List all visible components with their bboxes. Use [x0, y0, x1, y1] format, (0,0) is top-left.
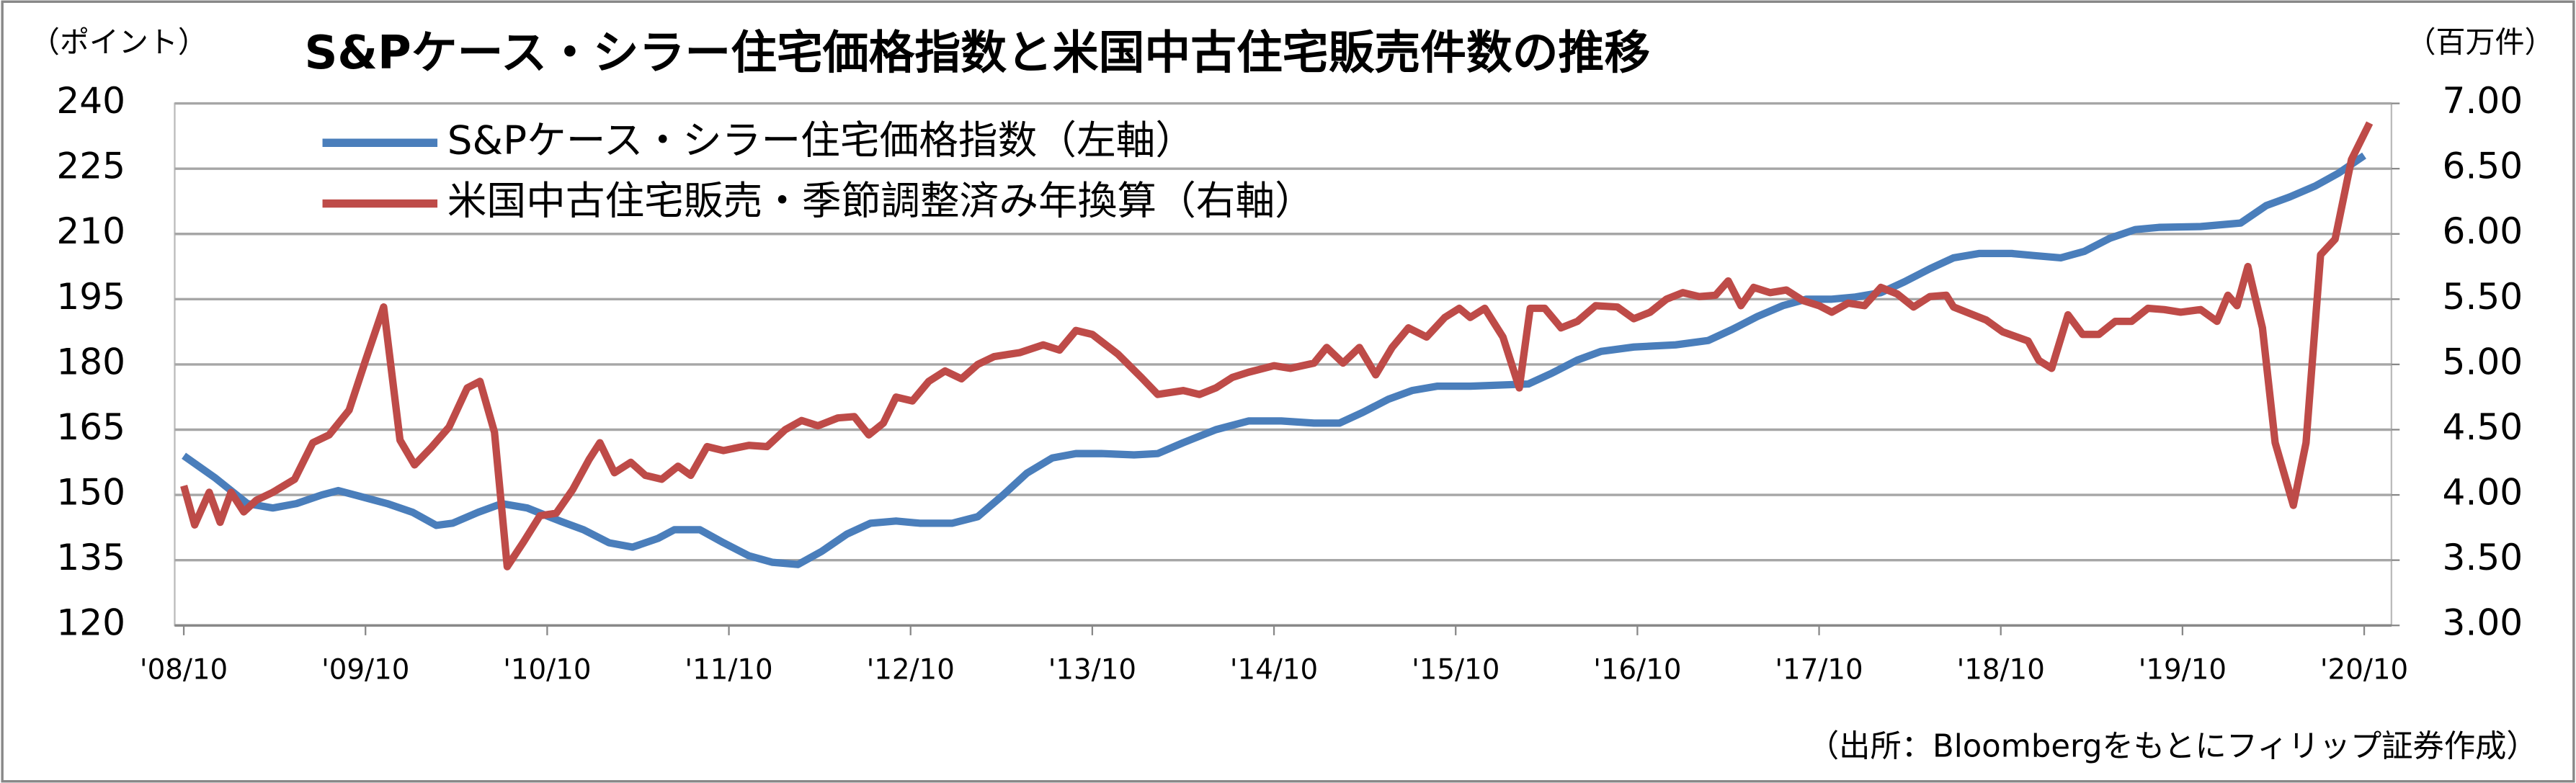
- y2-tick-label: 5.50: [2443, 275, 2523, 318]
- x-tick-label: '17/10: [1775, 654, 1863, 686]
- series-line: [182, 152, 2366, 568]
- series-line: [180, 121, 2374, 571]
- y-tick-label: 180: [56, 340, 125, 382]
- chart-title: S&Pケース・シラー住宅価格指数と米国中古住宅販売件数の推移: [304, 27, 1650, 80]
- x-tick-label: '09/10: [321, 654, 409, 686]
- y-tick-label: 210: [56, 210, 125, 252]
- x-tick-label: '13/10: [1048, 654, 1136, 686]
- y-tick-label: 240: [56, 79, 125, 122]
- y2-tick-label: 3.50: [2443, 536, 2523, 578]
- y-tick-label: 225: [56, 145, 125, 187]
- y-unit: （ポイント）: [30, 25, 208, 60]
- y2-tick-label: 5.00: [2443, 340, 2523, 382]
- y2-tick-label: 6.00: [2443, 210, 2523, 252]
- x-tick-label: '11/10: [685, 654, 772, 686]
- legend-label: 米国中古住宅販売・季節調整済み年換算（右軸）: [447, 178, 1314, 224]
- y2-tick-label: 7.00: [2443, 79, 2523, 122]
- y-tick-label: 120: [56, 601, 125, 644]
- x-tick-label: '16/10: [1593, 654, 1681, 686]
- y-tick-label: 150: [56, 471, 125, 514]
- x-tick-label: '12/10: [867, 654, 955, 686]
- y2-tick-label: 6.50: [2443, 145, 2523, 187]
- x-tick-label: '14/10: [1230, 654, 1318, 686]
- y-tick-label: 135: [56, 536, 125, 578]
- x-tick-label: '08/10: [140, 654, 228, 686]
- y2-unit: （百万件）: [2406, 25, 2554, 60]
- x-tick-label: '19/10: [2139, 654, 2227, 686]
- y2-tick-label: 4.00: [2443, 471, 2523, 514]
- y-tick-label: 195: [56, 275, 125, 318]
- x-tick-label: '20/10: [2320, 654, 2408, 686]
- x-tick-label: '10/10: [503, 654, 591, 686]
- x-tick-label: '18/10: [1957, 654, 2045, 686]
- legend-label: S&Pケース・シラー住宅価格指数（左軸）: [447, 117, 1195, 163]
- x-tick-label: '15/10: [1412, 654, 1499, 686]
- y2-tick-label: 4.50: [2443, 406, 2523, 448]
- y2-tick-label: 3.00: [2443, 601, 2523, 644]
- source-note: （出所：Bloombergをもとにフィリップ証券作成）: [1808, 729, 2538, 765]
- y-tick-label: 165: [56, 406, 125, 448]
